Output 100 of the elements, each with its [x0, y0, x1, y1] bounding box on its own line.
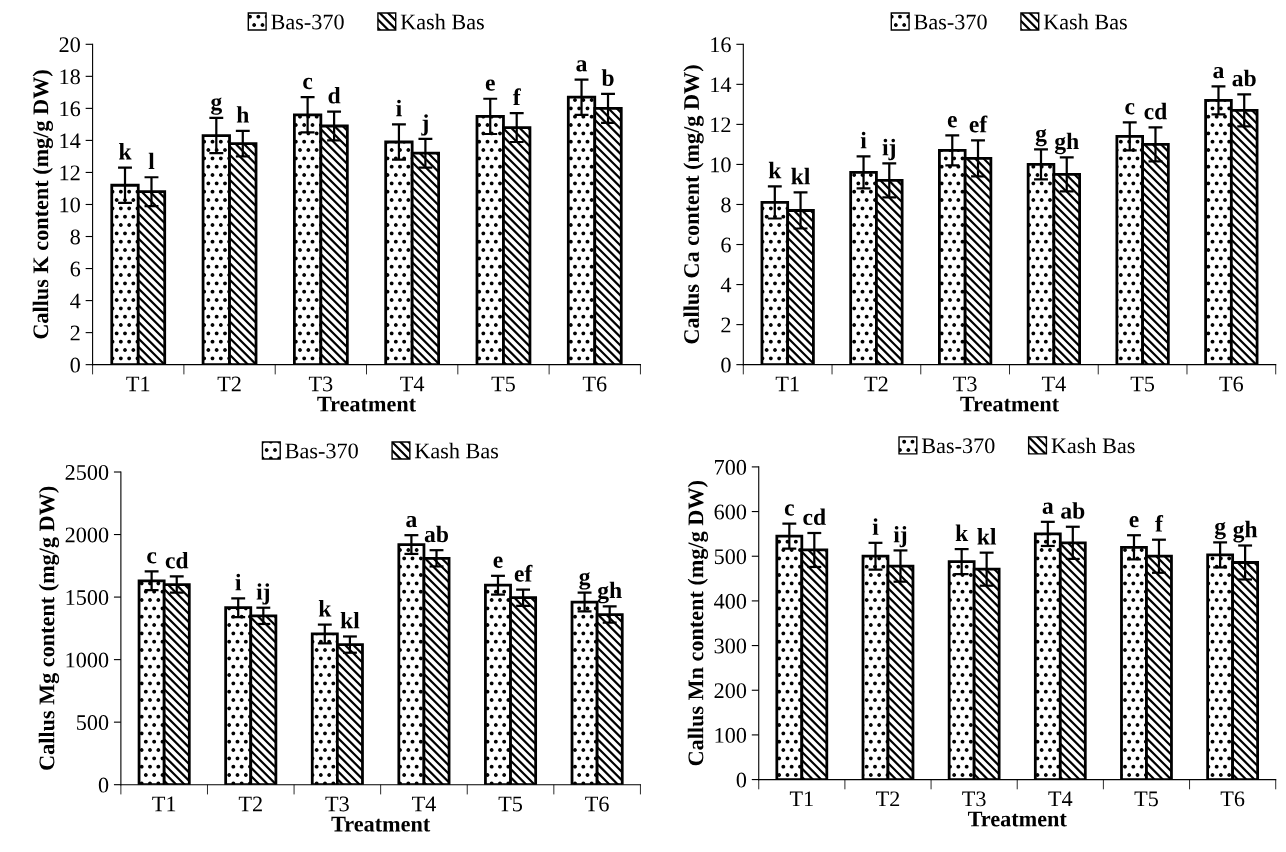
- x-tick-label: T5: [1130, 376, 1155, 392]
- y-tick-label: 0: [98, 777, 109, 793]
- data-label: e: [947, 116, 957, 128]
- x-tick-label: T4: [1041, 376, 1066, 392]
- y-tick-label: 0: [736, 772, 747, 788]
- data-label: e: [485, 79, 495, 91]
- data-label: ef: [514, 564, 533, 582]
- data-label: cd: [1144, 102, 1168, 120]
- x-axis-title: Treatment: [960, 396, 1059, 412]
- x-tick-label: T5: [491, 376, 515, 392]
- y-tick-label: 1500: [66, 590, 109, 606]
- x-tick-label: T5: [498, 796, 523, 812]
- data-label: kl: [791, 167, 810, 185]
- data-label: k: [955, 524, 969, 541]
- y-tick-label: 16: [711, 37, 731, 53]
- y-tick-label: 10: [711, 157, 731, 173]
- y-tick-label: 18: [60, 69, 80, 85]
- data-label: i: [235, 573, 242, 591]
- y-tick-label: 10: [60, 197, 80, 213]
- x-tick-label: T3: [325, 796, 349, 812]
- data-label: ab: [1061, 502, 1085, 519]
- data-label: gh: [1054, 132, 1079, 155]
- legend-label: Kash Bas: [1043, 13, 1127, 30]
- y-tick-label: 12: [711, 117, 731, 133]
- data-label: f: [512, 88, 521, 105]
- y-tick-label: 8: [70, 229, 80, 245]
- data-label: a: [406, 515, 417, 528]
- legend-label: Kash Bas: [1051, 437, 1135, 454]
- y-tick-label: 16: [60, 101, 81, 117]
- y-tick-label: 1000: [66, 652, 109, 668]
- legend-label: Kash Bas: [414, 442, 499, 459]
- data-label: c: [1125, 103, 1135, 115]
- data-label: a: [576, 60, 588, 72]
- y-tick-label: 2500: [65, 464, 109, 480]
- data-label: ij: [256, 583, 270, 605]
- y-tick-label: 500: [77, 715, 109, 731]
- x-tick-label: T4: [412, 796, 436, 812]
- legend-label: Bas-370: [921, 438, 995, 454]
- data-label: i: [396, 99, 402, 117]
- y-tick-label: 2: [70, 325, 80, 341]
- y-tick-label: 700: [715, 459, 747, 475]
- y-tick-label: 20: [59, 37, 80, 53]
- x-axis-title: Treatment: [331, 816, 431, 832]
- data-label: h: [236, 106, 249, 123]
- y-tick-label: 200: [714, 683, 747, 699]
- y-tick-label: 2: [721, 317, 731, 333]
- data-label: d: [328, 86, 341, 104]
- x-tick-label: T2: [238, 796, 262, 812]
- data-label: k: [119, 143, 132, 160]
- data-label: c: [303, 77, 313, 90]
- x-tick-label: T3: [953, 376, 977, 392]
- y-tick-label: 4: [70, 293, 81, 309]
- x-tick-label: T3: [962, 791, 986, 807]
- y-axis-title: Callus Mn content (mg/g DW): [687, 481, 709, 766]
- x-tick-label: T2: [876, 791, 900, 807]
- x-tick-label: T1: [789, 791, 813, 807]
- x-tick-label: T6: [1219, 376, 1244, 392]
- data-label: cd: [165, 551, 189, 569]
- data-label: kl: [340, 611, 360, 629]
- data-label: k: [318, 600, 332, 617]
- x-tick-label: T4: [400, 376, 425, 392]
- data-label: l: [148, 152, 155, 170]
- y-tick-label: 500: [714, 549, 747, 565]
- y-tick-label: 400: [714, 593, 747, 609]
- data-label: ij: [882, 138, 895, 161]
- legend-label: Bas-370: [285, 443, 358, 459]
- y-axis-title: Callus K content (mg/g DW): [32, 70, 54, 339]
- data-label: i: [860, 131, 867, 149]
- x-tick-label: T1: [775, 376, 799, 392]
- y-tick-label: 100: [715, 727, 747, 743]
- y-tick-label: 0: [721, 357, 731, 373]
- data-label: kl: [977, 528, 997, 545]
- x-tick-label: T5: [1134, 791, 1158, 807]
- y-tick-label: 0: [70, 357, 80, 373]
- x-axis-title: Treatment: [317, 396, 416, 412]
- y-tick-label: 14: [711, 77, 732, 93]
- data-label: a: [1213, 67, 1225, 79]
- legend-label: Bas-370: [914, 14, 987, 30]
- y-tick-label: 8: [721, 197, 731, 213]
- data-label: f: [1155, 514, 1164, 532]
- data-label: g: [1214, 521, 1226, 540]
- y-tick-label: 300: [714, 638, 747, 654]
- legend-label: Kash Bas: [400, 13, 484, 30]
- data-label: j: [421, 114, 428, 136]
- data-label: k: [768, 161, 782, 179]
- data-label: g: [1035, 128, 1047, 147]
- data-label: b: [601, 69, 614, 86]
- data-label: ab: [424, 525, 449, 543]
- x-tick-label: T1: [126, 376, 150, 392]
- data-label: e: [493, 556, 503, 568]
- y-tick-label: 2000: [65, 527, 109, 543]
- y-tick-label: 14: [60, 133, 81, 149]
- data-label: gh: [1233, 520, 1258, 543]
- data-label: e: [1129, 515, 1139, 528]
- x-tick-label: T6: [582, 376, 607, 392]
- data-label: ef: [969, 115, 988, 133]
- data-label: ab: [1232, 69, 1256, 87]
- x-tick-label: T3: [308, 376, 333, 392]
- x-tick-label: T1: [152, 796, 176, 812]
- data-label: i: [872, 518, 879, 535]
